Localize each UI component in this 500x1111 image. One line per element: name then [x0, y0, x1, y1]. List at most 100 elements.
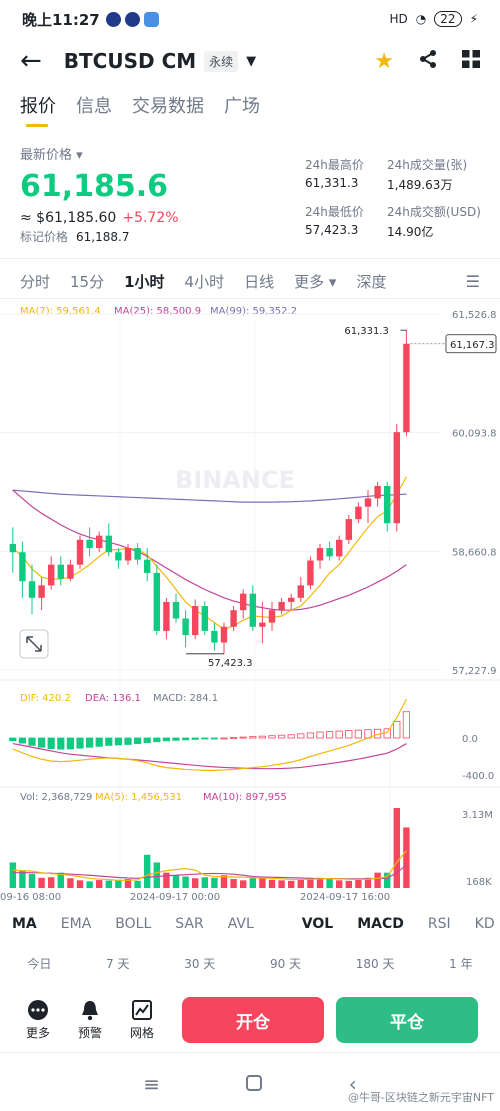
- macd-bar: [239, 736, 247, 739]
- ma25-line: [12, 489, 407, 611]
- candle: [96, 535, 103, 549]
- candle: [403, 343, 410, 433]
- period-30d[interactable]: 30 天: [184, 957, 216, 971]
- macd-bar: [229, 737, 238, 739]
- macd-bar: [268, 735, 276, 739]
- vol-ma5-legend: MA(5): 1,456,531: [95, 792, 182, 803]
- menu-nav-icon[interactable]: ≡: [143, 1071, 160, 1096]
- candle: [374, 485, 381, 499]
- candle: [393, 432, 400, 524]
- more-button[interactable]: 更多: [12, 999, 64, 1041]
- pair-dropdown-icon[interactable]: ▼: [246, 53, 257, 69]
- indicator-kd[interactable]: KD: [474, 916, 495, 932]
- candle: [384, 485, 391, 524]
- vol-legend: Vol: 2,368,729: [20, 792, 92, 803]
- indicator-ema[interactable]: EMA: [60, 916, 92, 932]
- interval-depth[interactable]: 深度: [356, 273, 387, 291]
- candle: [38, 585, 45, 598]
- grid-trading-button[interactable]: 网格: [116, 999, 168, 1041]
- period-180d[interactable]: 180 天: [355, 957, 395, 971]
- tab-trading-data[interactable]: 交易数据: [132, 96, 204, 117]
- candle: [316, 548, 324, 561]
- back-nav-icon[interactable]: ‹: [348, 1071, 357, 1096]
- volume-bar: [240, 880, 247, 888]
- dif-legend: DIF: 420.2: [20, 693, 71, 704]
- top-app-bar: ← BTCUSD CM 永续 ▼ ★: [0, 38, 500, 84]
- price-axis-label: 57,227.9: [452, 666, 497, 677]
- home-nav-icon[interactable]: [246, 1072, 263, 1096]
- candle: [192, 606, 199, 636]
- tab-info[interactable]: 信息: [76, 96, 112, 117]
- pair-title[interactable]: BTCUSD CM: [63, 49, 197, 73]
- favorite-star-icon[interactable]: ★: [374, 48, 394, 74]
- macd-bar: [306, 732, 315, 739]
- volume-bar: [345, 880, 352, 888]
- macd-bar: [105, 737, 113, 746]
- high-marker: 61,331.3: [344, 326, 389, 337]
- candle: [230, 610, 237, 627]
- alert-button[interactable]: 预警: [64, 999, 116, 1041]
- last-price-label[interactable]: 最新价格 ▾: [20, 148, 83, 163]
- interval-15m[interactable]: 15分: [70, 273, 105, 291]
- candle: [249, 593, 256, 627]
- performance-periods: 今日 7 天 30 天 90 天 180 天 1 年: [0, 955, 500, 972]
- candle: [220, 626, 228, 643]
- macd-bar: [325, 731, 334, 739]
- alert-label: 预警: [77, 1026, 102, 1040]
- indicator-ma[interactable]: MA: [12, 916, 37, 932]
- macd-bar: [76, 737, 84, 749]
- divider: [0, 1052, 500, 1053]
- period-7d[interactable]: 7 天: [106, 957, 130, 971]
- battery-indicator: 22: [434, 11, 462, 27]
- macd-bar: [201, 737, 209, 740]
- indicator-avl[interactable]: AVL: [227, 916, 254, 932]
- price-chart[interactable]: MA(7): 59,561.4 MA(25): 58,500.9 MA(99): 5…: [0, 300, 500, 900]
- macd-bar: [9, 737, 17, 742]
- amount-label: 24h成交额(USD): [387, 205, 481, 219]
- period-today[interactable]: 今日: [27, 957, 52, 971]
- volume-bar: [403, 827, 410, 888]
- 24h-stats: 24h最高价 61,331.3 24h成交量(张) 1,489.63万 24h最低价…: [305, 156, 495, 240]
- interval-1h[interactable]: 1小时: [124, 273, 165, 291]
- volume-bar: [163, 872, 170, 888]
- tab-square[interactable]: 广场: [224, 96, 260, 117]
- interval-more[interactable]: 更多 ▾: [294, 273, 337, 291]
- grid-menu-icon[interactable]: [462, 49, 480, 73]
- indicator-sar[interactable]: SAR: [175, 916, 204, 932]
- chart-settings-icon[interactable]: ☰: [465, 272, 480, 291]
- macd-legend: MACD: 284.1: [153, 693, 218, 704]
- period-1y[interactable]: 1 年: [449, 957, 473, 971]
- ma7-legend: MA(7): 59,561.4: [20, 306, 101, 317]
- volume-bar: [326, 878, 333, 888]
- indicator-macd[interactable]: MACD: [357, 916, 404, 932]
- close-position-button[interactable]: 平仓: [336, 997, 478, 1043]
- tab-quote[interactable]: 报价: [20, 92, 56, 127]
- watermark-text: @牛哥-区块链之新元宇宙NFT: [347, 1091, 494, 1104]
- share-icon[interactable]: [418, 49, 438, 74]
- volume-bar: [307, 878, 314, 888]
- volume-bar: [9, 862, 16, 888]
- indicator-rsi[interactable]: RSI: [427, 916, 451, 932]
- interval-1d[interactable]: 日线: [244, 273, 275, 291]
- back-arrow-icon[interactable]: ←: [20, 46, 42, 76]
- indicator-vol[interactable]: VOL: [301, 916, 334, 932]
- macd-bar: [114, 737, 122, 746]
- binance-watermark: BINANCE: [175, 466, 295, 494]
- volume-bar: [316, 877, 324, 888]
- app-notification-icon: [105, 11, 121, 27]
- vol-ma5-line: [12, 850, 407, 881]
- interval-line[interactable]: 分时: [20, 273, 51, 291]
- period-90d[interactable]: 90 天: [269, 957, 302, 971]
- ma99-legend: MA(99): 59,352.2: [210, 306, 297, 317]
- candle: [105, 535, 112, 553]
- open-position-button[interactable]: 开仓: [182, 997, 324, 1043]
- volume-bar: [19, 870, 26, 888]
- macd-bar: [124, 737, 132, 745]
- interval-4h[interactable]: 4小时: [184, 273, 225, 291]
- indicator-boll[interactable]: BOLL: [115, 916, 152, 932]
- candle: [364, 498, 372, 507]
- candle: [28, 581, 36, 598]
- macd-bar: [354, 729, 363, 739]
- volume-bar: [124, 879, 132, 888]
- candle: [182, 618, 189, 636]
